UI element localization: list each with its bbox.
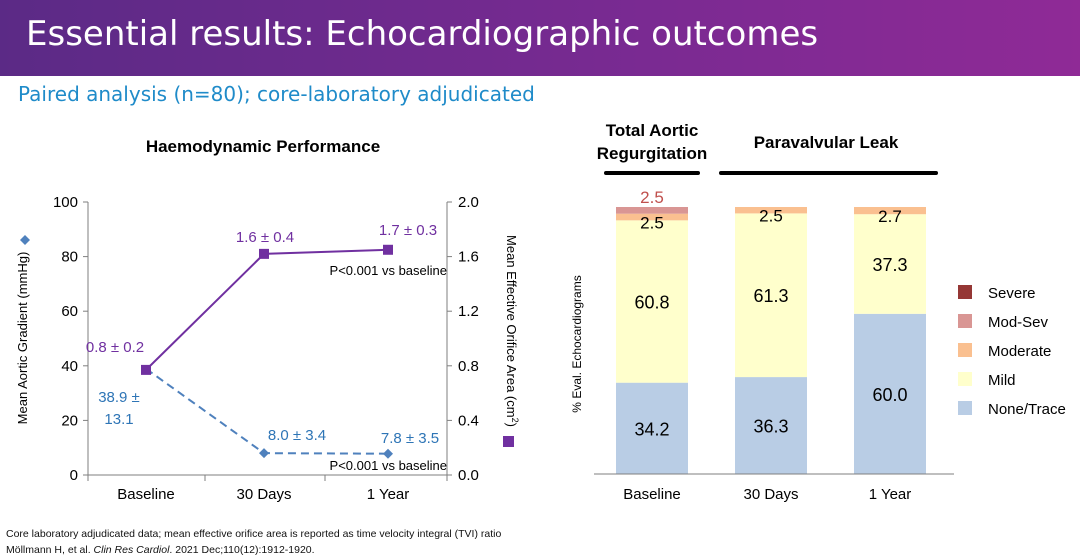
- legend-label: Mild: [988, 372, 1016, 389]
- left-y-tick-label: 80: [61, 249, 78, 266]
- total-ar-header-line2: Regurgitation: [597, 144, 708, 163]
- total-ar-header-line1: Total Aortic: [606, 121, 699, 140]
- gradient-label: 8.0 ± 3.4: [268, 427, 326, 444]
- bar-segment-mild: [854, 214, 926, 314]
- left-y-axis-label: Mean Aortic Gradient (mmHg): [15, 252, 30, 425]
- bar-category-label: 30 Days: [743, 486, 798, 503]
- left-y-tick-label: 40: [61, 358, 78, 375]
- legend-swatch: [958, 372, 972, 386]
- eoa-point: [383, 244, 393, 255]
- bar-segment-mod-sev: [616, 207, 688, 214]
- bar-segment-mild: [616, 220, 688, 383]
- bar-value-label: 60.8: [634, 293, 669, 313]
- bar-category-label: 1 Year: [869, 486, 912, 503]
- bar-value-label: 34.2: [634, 419, 669, 439]
- eoa-label: 1.6 ± 0.4: [236, 229, 294, 246]
- pvl-header: Paravalvular Leak: [754, 133, 899, 152]
- bar-segment-moderate: [616, 213, 688, 221]
- slide-subtitle: Paired analysis (n=80); core-laboratory …: [18, 82, 535, 106]
- footnote: Core laboratory adjudicated data; mean e…: [6, 528, 502, 540]
- bar-value-label: 36.3: [753, 417, 788, 437]
- title-bar: Essential results: Echocardiographic out…: [0, 0, 1080, 76]
- x-tick-label: 1 Year: [367, 486, 410, 503]
- left-axis-diamond-icon: [20, 235, 30, 245]
- gradient-p-value: P<0.001 vs baseline: [330, 458, 447, 473]
- legend-swatch: [958, 285, 972, 299]
- bar-segment-none-trace: [735, 377, 807, 474]
- right-y-tick-label: 1.2: [458, 303, 479, 320]
- legend-swatch: [958, 343, 972, 357]
- bar-value-label: 60.0: [872, 385, 907, 405]
- legend-label: Mod-Sev: [988, 314, 1049, 331]
- bar-value-label: 37.3: [872, 255, 907, 275]
- gradient-point: [259, 448, 269, 459]
- bar-value-label: 2.5: [640, 188, 664, 207]
- slide-title: Essential results: Echocardiographic out…: [26, 14, 819, 54]
- right-y-tick-label: 0.4: [458, 412, 479, 429]
- bar-segment-moderate: [735, 207, 807, 214]
- left-y-tick-label: 20: [61, 412, 78, 429]
- x-tick-label: 30 Days: [236, 486, 291, 503]
- legend-label: None/Trace: [988, 401, 1066, 418]
- bar-segment-moderate: [854, 207, 926, 215]
- citation: Möllmann H, et al. Clin Res Cardiol. 202…: [6, 544, 315, 556]
- bar-value-label: 2.7: [878, 207, 902, 226]
- right-y-tick-label: 1.6: [458, 249, 479, 266]
- bar-value-label: 2.5: [759, 206, 783, 225]
- eoa-p-value: P<0.001 vs baseline: [330, 263, 447, 278]
- gradient-label: 38.9 ±: [98, 389, 140, 406]
- right-axis-square-icon: [503, 436, 514, 447]
- legend-swatch: [958, 401, 972, 415]
- right-y-tick-label: 2.0: [458, 194, 479, 211]
- bar-y-axis-label: % Eval. Echocardiograms: [570, 275, 584, 412]
- eoa-label: 1.7 ± 0.3: [379, 222, 437, 239]
- bar-category-label: Baseline: [623, 486, 681, 503]
- right-y-axis-label: Mean Effective Orifice Area (cm2): [504, 235, 520, 427]
- footer: Core laboratory adjudicated data; mean e…: [6, 526, 501, 558]
- gradient-label: 7.8 ± 3.5: [381, 430, 439, 447]
- bar-segment-none-trace: [854, 313, 926, 474]
- left-y-tick-label: 0: [70, 467, 78, 484]
- legend-swatch: [958, 314, 972, 328]
- x-tick-label: Baseline: [117, 486, 175, 503]
- right-y-tick-label: 0.8: [458, 358, 479, 375]
- line-chart-title: Haemodynamic Performance: [146, 137, 380, 156]
- gradient-point: [383, 448, 393, 459]
- left-y-tick-label: 100: [53, 194, 78, 211]
- bar-value-label: 61.3: [753, 286, 788, 306]
- gradient-label-extra: 13.1: [104, 411, 133, 428]
- bar-segment-mild: [735, 213, 807, 378]
- legend-label: Moderate: [988, 343, 1051, 360]
- left-y-tick-label: 60: [61, 303, 78, 320]
- right-y-tick-label: 0.0: [458, 467, 479, 484]
- legend-label: Severe: [988, 285, 1036, 302]
- charts-canvas: Haemodynamic Performance 0 20 40 60 80 100 0.0…: [15, 121, 1066, 503]
- bar-segment-none-trace: [616, 382, 688, 474]
- eoa-point: [141, 364, 151, 375]
- bar-value-label: 2.5: [640, 213, 664, 232]
- eoa-point: [259, 248, 269, 259]
- eoa-label: 0.8 ± 0.2: [86, 339, 144, 356]
